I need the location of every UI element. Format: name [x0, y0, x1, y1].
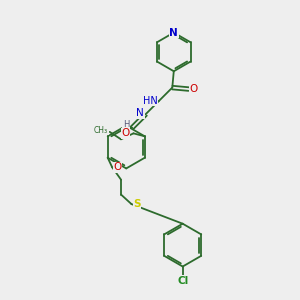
- Text: CH₃: CH₃: [94, 126, 108, 135]
- Text: O: O: [190, 84, 198, 94]
- Text: S: S: [133, 199, 141, 209]
- Text: O: O: [121, 128, 130, 138]
- Text: N: N: [169, 28, 178, 38]
- Text: HN: HN: [143, 96, 158, 106]
- Text: N: N: [136, 108, 144, 118]
- Text: H: H: [123, 120, 129, 129]
- Text: Cl: Cl: [177, 276, 188, 286]
- Text: O: O: [113, 162, 122, 172]
